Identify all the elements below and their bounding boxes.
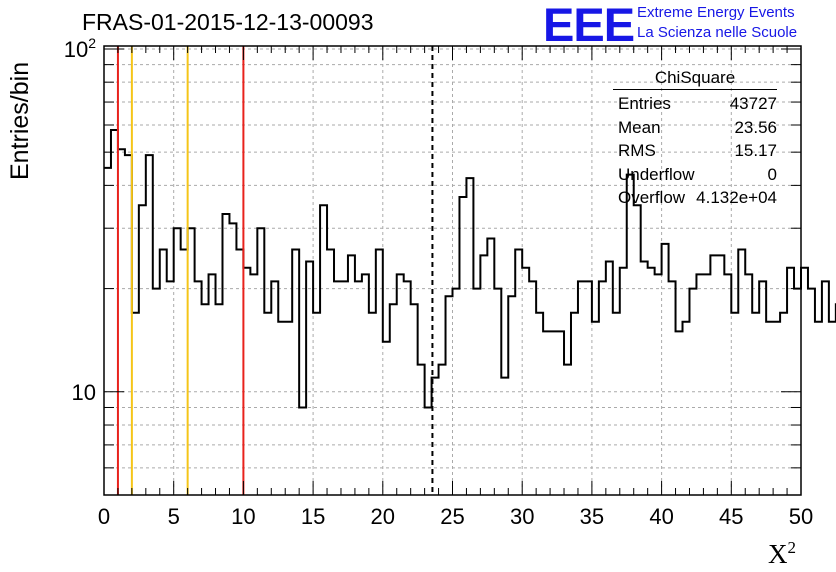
x-axis-label-base: X bbox=[768, 539, 788, 569]
x-axis-label-sup: 2 bbox=[787, 538, 797, 557]
x-tick-label: 20 bbox=[371, 504, 395, 529]
stats-label: Overflow bbox=[618, 188, 686, 207]
x-tick-label: 35 bbox=[580, 504, 604, 529]
stats-label: Entries bbox=[618, 94, 671, 113]
stats-label: Underflow bbox=[618, 164, 695, 184]
logo-tagline-2: La Scienza nelle Scuole bbox=[637, 24, 798, 41]
chart-title: FRAS-01-2015-12-13-00093 bbox=[82, 9, 374, 35]
stats-row-overflow: Overflow 4.132e+04 bbox=[613, 186, 777, 210]
x-tick-label: 15 bbox=[301, 504, 325, 529]
stats-row-underflow: Underflow 0 bbox=[613, 163, 777, 187]
x-tick-label: 0 bbox=[98, 504, 110, 529]
stats-box: ChiSquare Entries 43727 Mean 23.56 RMS 15.1… bbox=[613, 68, 777, 210]
stats-label: RMS bbox=[618, 141, 656, 160]
x-tick-label: 25 bbox=[440, 504, 464, 529]
x-tick-label: 10 bbox=[231, 504, 255, 529]
stats-value: 0 bbox=[767, 164, 777, 184]
y-tick-label: 10 bbox=[72, 380, 96, 405]
eee-logo: EEE bbox=[543, 0, 635, 51]
x-tick-label: 40 bbox=[649, 504, 673, 529]
x-tick-label: 45 bbox=[719, 504, 743, 529]
stats-row-mean: Mean 23.56 bbox=[613, 116, 777, 140]
x-tick-label: 50 bbox=[789, 504, 813, 529]
stats-label: Mean bbox=[618, 117, 661, 137]
stats-title: ChiSquare bbox=[613, 68, 777, 90]
stats-value: 43727 bbox=[729, 94, 777, 113]
stats-value: 15.17 bbox=[734, 141, 777, 160]
y-axis-label: Entries/bin bbox=[6, 61, 34, 180]
stats-row-rms: RMS 15.17 bbox=[613, 139, 777, 163]
x-tick-label: 5 bbox=[168, 504, 180, 529]
stats-row-entries: Entries 43727 bbox=[613, 92, 777, 116]
y-tick-label: 102 bbox=[64, 35, 96, 62]
logo-tagline-1: Extreme Energy Events bbox=[637, 4, 795, 21]
x-axis-label: X2 bbox=[768, 538, 796, 570]
x-tick-label: 30 bbox=[510, 504, 534, 529]
stats-value: 23.56 bbox=[734, 117, 777, 137]
stats-value: 4.132e+04 bbox=[696, 188, 777, 207]
